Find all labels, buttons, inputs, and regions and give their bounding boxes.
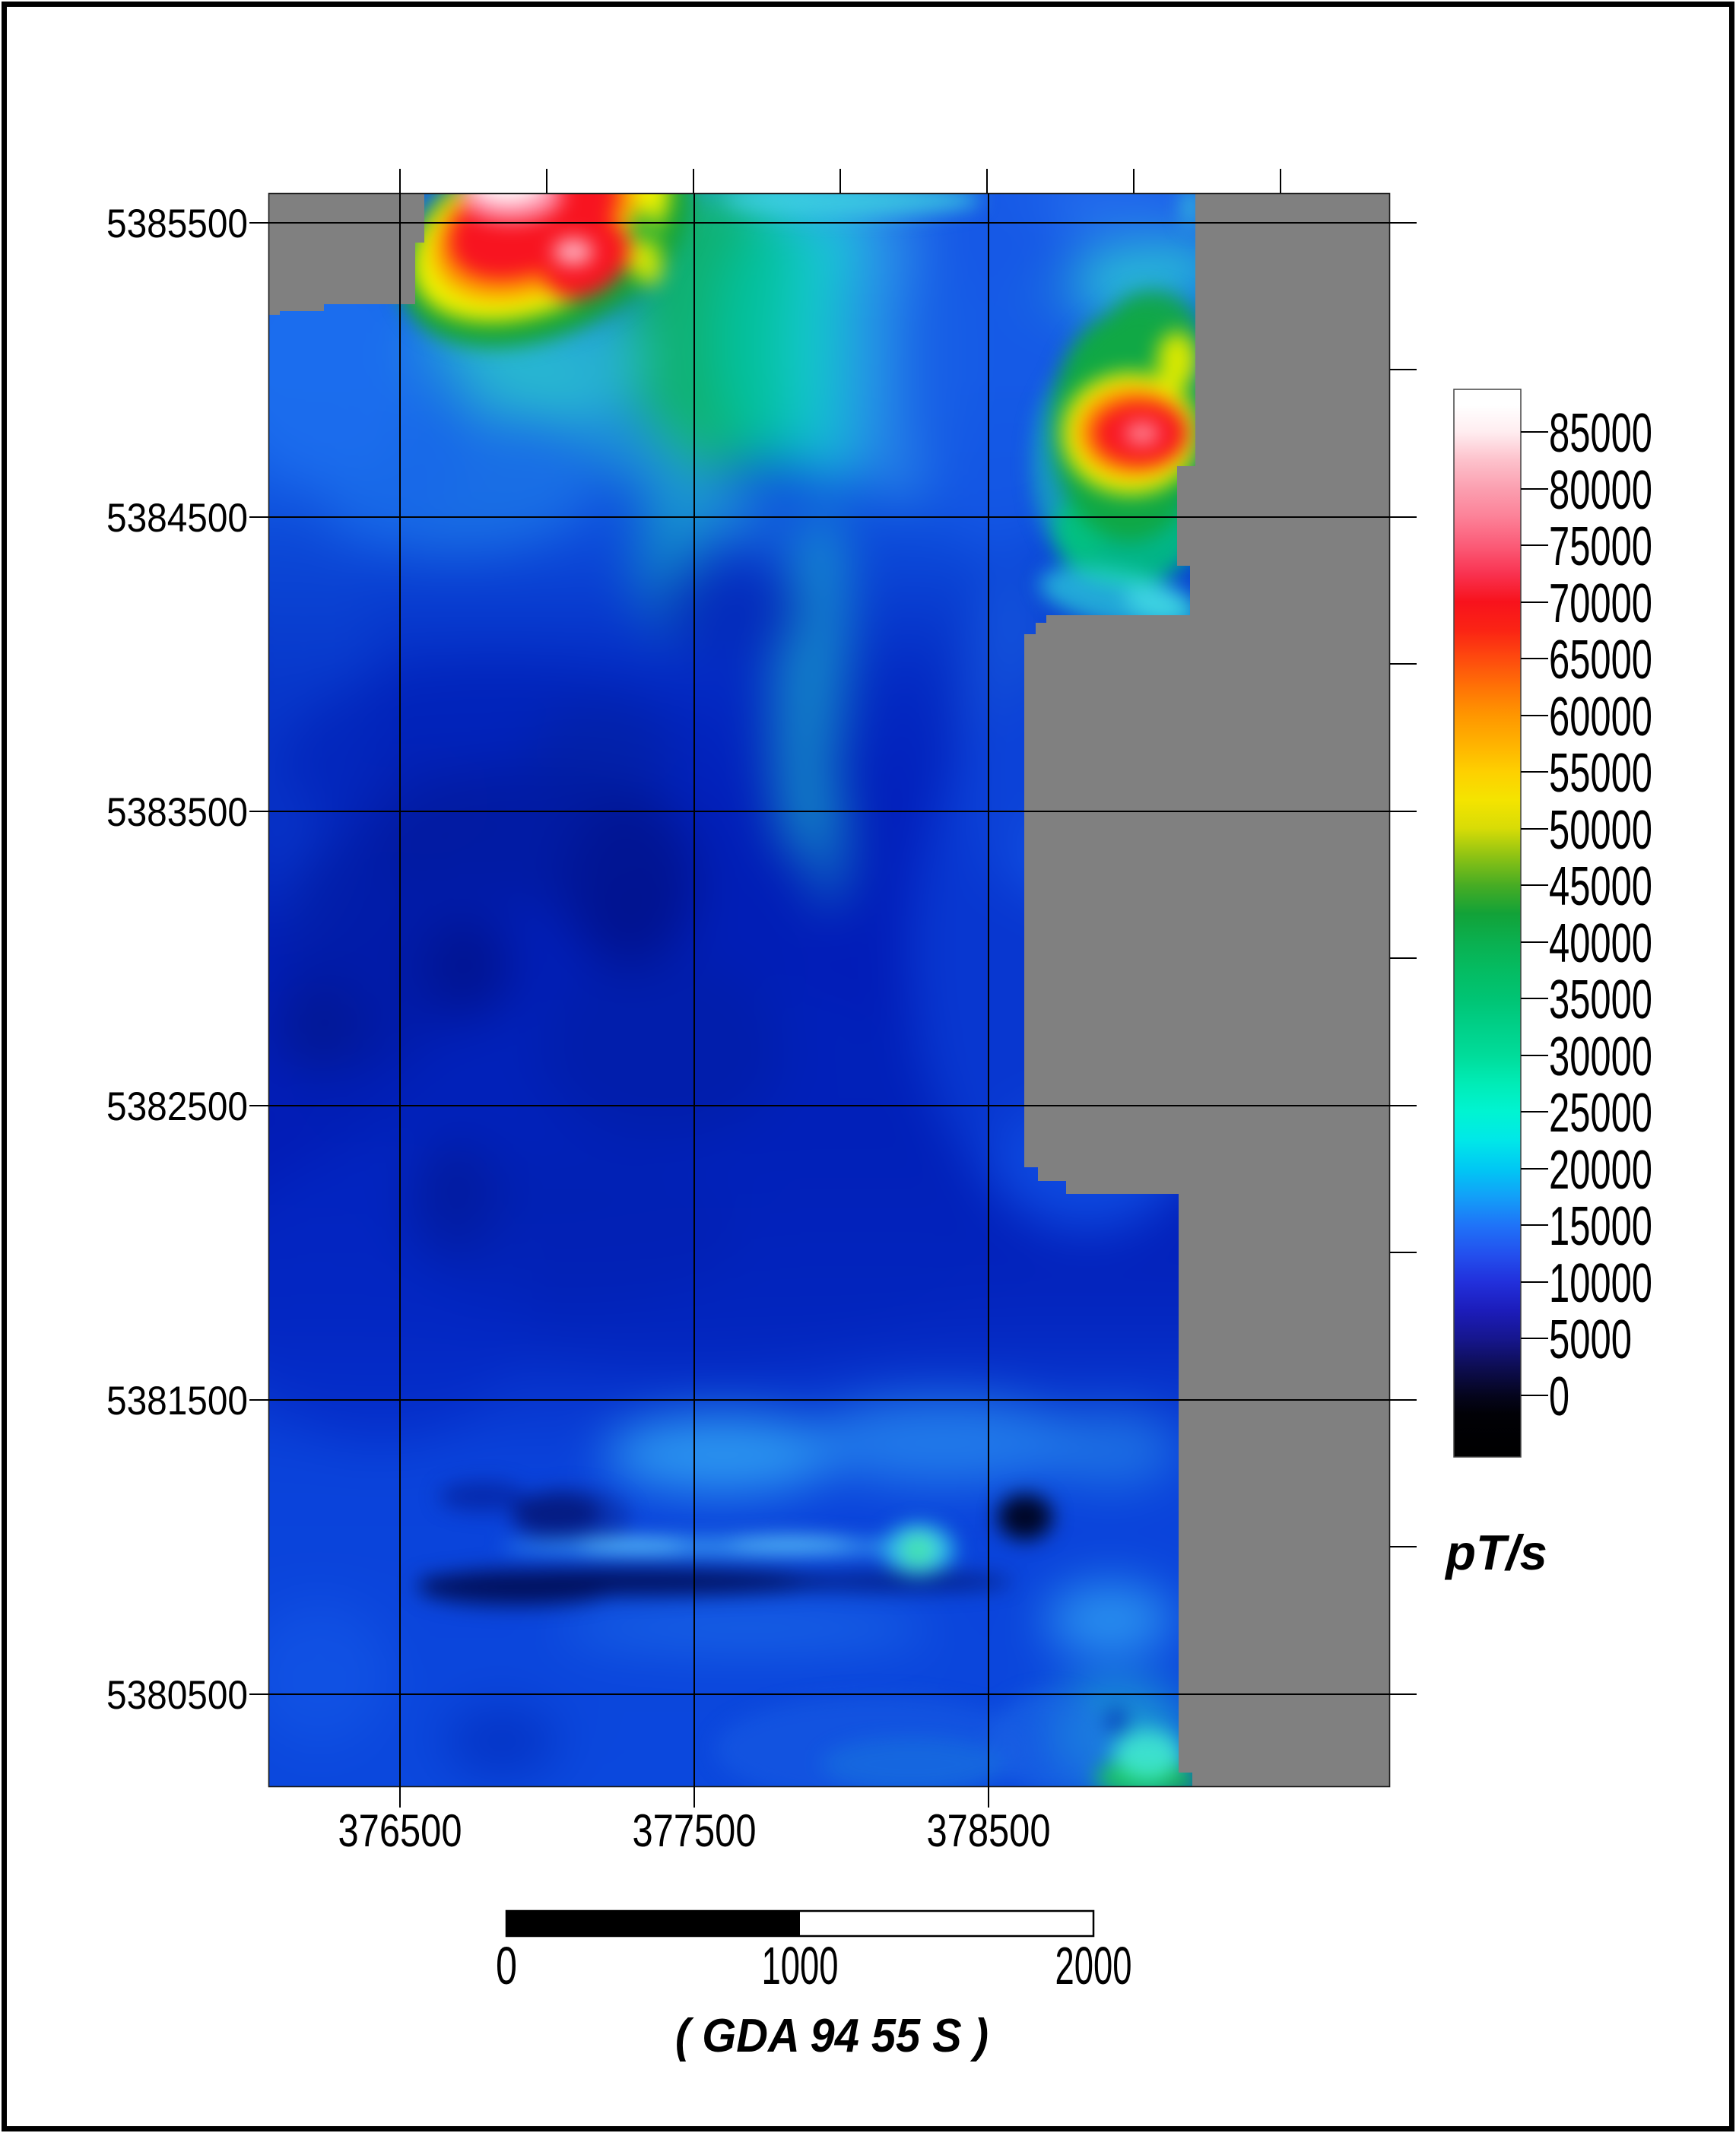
svg-text:15000: 15000 <box>1549 1196 1652 1257</box>
svg-text:25000: 25000 <box>1549 1083 1652 1144</box>
svg-text:75000: 75000 <box>1549 516 1652 577</box>
svg-text:5382500: 5382500 <box>106 1084 248 1129</box>
svg-text:5385500: 5385500 <box>106 202 248 246</box>
svg-text:378500: 378500 <box>927 1805 1051 1856</box>
svg-text:1000: 1000 <box>762 1936 839 1995</box>
svg-text:376500: 376500 <box>338 1805 462 1856</box>
svg-text:55000: 55000 <box>1549 743 1652 804</box>
svg-text:10000: 10000 <box>1549 1253 1652 1314</box>
svg-text:30000: 30000 <box>1549 1027 1652 1087</box>
svg-text:60000: 60000 <box>1549 687 1652 748</box>
svg-text:40000: 40000 <box>1549 913 1652 974</box>
svg-text:65000: 65000 <box>1549 630 1652 690</box>
svg-text:85000: 85000 <box>1549 403 1652 464</box>
svg-text:5380500: 5380500 <box>106 1673 248 1718</box>
svg-text:50000: 50000 <box>1549 800 1652 861</box>
svg-text:pT/s: pT/s <box>1444 1525 1547 1580</box>
svg-text:0: 0 <box>1549 1366 1569 1427</box>
svg-text:5384500: 5384500 <box>106 496 248 541</box>
svg-text:377500: 377500 <box>633 1805 757 1856</box>
svg-text:70000: 70000 <box>1549 573 1652 634</box>
svg-text:0: 0 <box>496 1936 517 1995</box>
svg-text:20000: 20000 <box>1549 1140 1652 1201</box>
svg-text:2000: 2000 <box>1055 1936 1132 1995</box>
svg-text:5000: 5000 <box>1549 1309 1632 1370</box>
svg-text:( GDA 94 55 S ): ( GDA 94 55 S ) <box>675 2010 989 2062</box>
svg-text:80000: 80000 <box>1549 460 1652 521</box>
svg-text:45000: 45000 <box>1549 856 1652 917</box>
svg-text:5381500: 5381500 <box>106 1379 248 1424</box>
svg-text:5383500: 5383500 <box>106 790 248 835</box>
svg-text:35000: 35000 <box>1549 970 1652 1030</box>
